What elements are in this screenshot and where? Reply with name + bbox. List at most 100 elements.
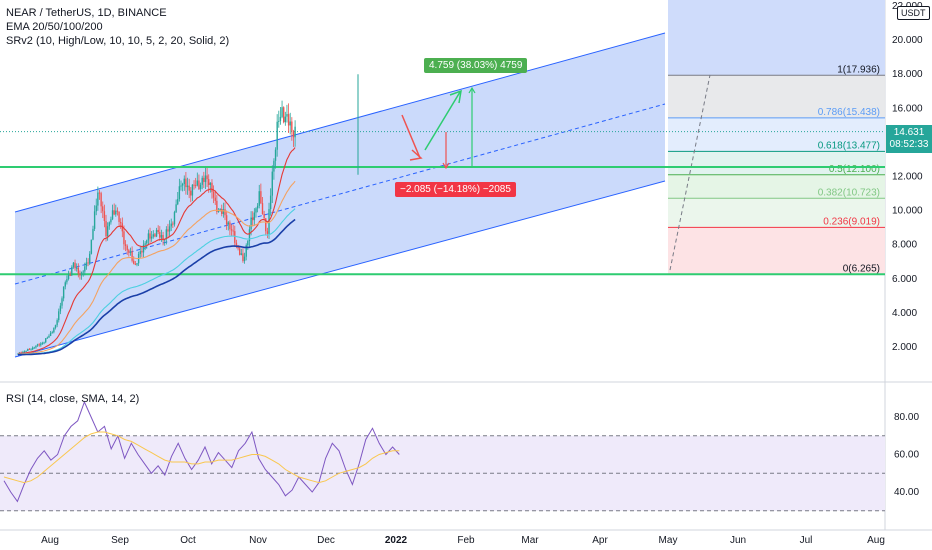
price-tick-label: 4.000: [892, 308, 917, 319]
candle-body: [69, 274, 71, 276]
candle-body: [252, 217, 254, 221]
candle-body: [106, 226, 109, 237]
channel-upper-line: [14, 32, 666, 213]
symbol-legend: NEAR / TetherUS, 1D, BINANCE: [6, 7, 167, 19]
candle-body: [40, 343, 42, 346]
candle-body: [54, 325, 57, 328]
candle-body: [30, 349, 32, 351]
candle-body: [152, 234, 154, 237]
candle-body: [194, 185, 197, 187]
time-tick-label: Aug: [867, 535, 885, 546]
candle-body: [229, 222, 231, 230]
candle-body: [212, 191, 215, 198]
time-tick-label: 2022: [385, 535, 408, 546]
candle-body: [238, 248, 241, 255]
candle-body: [289, 121, 291, 126]
candle-body: [227, 222, 229, 225]
candle-body: [162, 235, 164, 241]
candle-body: [133, 260, 135, 264]
fib-zone-top: [668, 0, 885, 76]
candle-body: [271, 171, 273, 196]
candle-body: [49, 332, 52, 336]
candle-body: [139, 251, 141, 255]
candle-body: [242, 253, 244, 262]
fib-label: 0.382(10.723): [818, 187, 880, 198]
candle-body: [284, 116, 287, 123]
candle-body: [191, 184, 194, 196]
up-move-label: 4.759 (38.03%) 4759: [424, 58, 528, 73]
candle-body: [126, 245, 128, 251]
candle-body: [186, 185, 189, 188]
fib-trend-line: [669, 74, 711, 271]
candle-body: [250, 217, 252, 230]
down-arrow-head: [409, 149, 423, 161]
price-badge: 14.631 08:52:33: [886, 125, 932, 153]
candle-body: [170, 223, 172, 227]
candle-body: [287, 114, 290, 126]
candle-body: [59, 305, 62, 312]
candle-body: [276, 121, 278, 150]
candle-body: [193, 184, 195, 186]
rsi-legend: RSI (14, close, SMA, 14, 2): [6, 393, 140, 405]
rsi-tick-label: 60.00: [894, 450, 919, 461]
candle-body: [36, 344, 39, 346]
candle-body: [147, 233, 150, 241]
candle-body: [160, 235, 163, 238]
candle-body: [84, 266, 86, 272]
price-tick-label: 16.000: [892, 103, 923, 114]
srv-legend: SRv2 (10, High/Low, 10, 10, 5, 2, 20, So…: [6, 35, 230, 47]
candle-body: [224, 209, 226, 216]
candle-body: [149, 233, 151, 239]
time-tick-label: Sep: [111, 535, 129, 546]
candle-body: [124, 244, 127, 246]
candle-body: [85, 262, 88, 267]
candle-body: [240, 253, 243, 255]
candle-body: [294, 126, 296, 138]
candle-body: [261, 203, 264, 215]
candle-body: [181, 183, 184, 186]
candle-body: [113, 210, 115, 215]
ema-200-line: [17, 218, 296, 356]
candle-body: [118, 211, 120, 222]
currency-badge[interactable]: USDT: [897, 6, 930, 20]
price-tick-label: 18.000: [892, 69, 923, 80]
candle-body: [45, 338, 47, 343]
candle-body: [89, 253, 91, 264]
candle-body: [23, 351, 26, 353]
candle-body: [198, 180, 200, 190]
candle-body: [253, 212, 256, 221]
candle-body: [175, 204, 177, 213]
candle-body: [98, 192, 101, 194]
price-badge-countdown: 08:52:33: [889, 139, 929, 150]
candle-body: [167, 229, 169, 232]
candle-body: [92, 228, 94, 240]
candle-body: [67, 274, 70, 280]
candle-body: [110, 219, 112, 223]
candle-body: [108, 222, 110, 227]
price-tick-label: 8.000: [892, 240, 917, 251]
price-tick-label: 20.000: [892, 35, 923, 46]
candle-body: [119, 221, 122, 224]
candle-body: [74, 262, 76, 269]
candle-body: [217, 210, 220, 212]
fib-label: 0.618(13.477): [818, 140, 880, 151]
candle-body: [129, 251, 132, 253]
candle-body: [80, 272, 83, 276]
candle-body: [265, 218, 267, 232]
ema-20-line: [17, 147, 296, 354]
candle-body: [245, 245, 247, 257]
candle-body: [255, 208, 257, 213]
candle-body: [203, 177, 205, 183]
candle-body: [144, 243, 146, 245]
candle-body: [87, 262, 89, 264]
fib-label: 0(6.265): [843, 263, 880, 274]
candle-body: [77, 267, 80, 274]
candle-body: [134, 263, 137, 265]
price-tick-label: 12.000: [892, 172, 923, 183]
candle-body: [206, 175, 208, 180]
price-badge-price: 14.631: [893, 127, 925, 138]
time-tick-label: Apr: [592, 535, 608, 546]
candle-body: [180, 185, 182, 187]
candle-body: [230, 229, 233, 231]
